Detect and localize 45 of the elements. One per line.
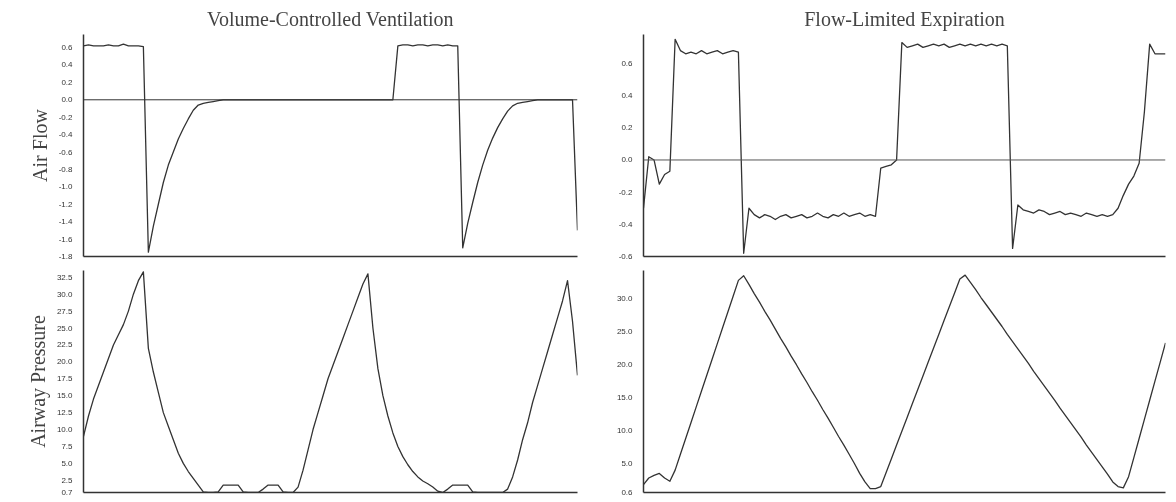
chart-title: Flow-Limited Expiration: [804, 7, 1005, 31]
y-tick-label: -0.6: [618, 252, 634, 261]
y-axis-title: Air Flow: [28, 108, 51, 182]
y-tick-label: -1.6: [58, 234, 74, 244]
y-tick-label: 12.5: [56, 408, 74, 418]
y-tick-label: -1.4: [58, 217, 74, 227]
y-tick-label: 0.0: [61, 95, 74, 105]
y-tick-label: -0.8: [58, 164, 74, 174]
y-tick-label: 20.0: [616, 360, 634, 370]
y-tick-label: -1.2: [58, 199, 74, 209]
y-tick-label: -0.2: [58, 112, 74, 122]
y-tick-label: -0.4: [618, 219, 634, 229]
y-tick-label: 10.0: [616, 426, 634, 436]
y-tick-label: 0.4: [61, 60, 74, 70]
y-tick-label: 10.0: [56, 425, 74, 435]
y-tick-label: 0.0: [621, 155, 634, 165]
y-tick-label: 17.5: [56, 374, 74, 384]
y-tick-label: 5.0: [621, 459, 634, 469]
y-tick-label: 0.6: [621, 488, 634, 497]
y-tick-label: 5.0: [61, 458, 74, 468]
y-tick-label: -1.0: [58, 182, 74, 192]
chart-title: Volume-Controlled Ventilation: [207, 7, 454, 30]
y-tick-label: 2.5: [61, 475, 74, 485]
y-tick-label: 0.7: [61, 488, 74, 497]
y-tick-label: 0.6: [621, 58, 634, 68]
y-tick-label: -0.6: [58, 147, 74, 157]
y-tick-label: 15.0: [616, 393, 634, 403]
y-tick-label: 30.0: [616, 294, 634, 304]
y-tick-label: 32.5: [56, 272, 74, 282]
y-tick-label: -1.8: [58, 252, 74, 261]
y-tick-label: 25.0: [616, 327, 634, 337]
y-tick-label: 27.5: [56, 306, 74, 316]
y-tick-label: 0.6: [61, 43, 74, 53]
y-tick-label: 20.0: [56, 357, 74, 367]
y-tick-label: 15.0: [56, 391, 74, 401]
y-tick-label: 0.2: [621, 123, 634, 133]
y-tick-label: -0.2: [618, 187, 634, 197]
y-tick-label: 22.5: [56, 340, 74, 350]
y-tick-label: -0.4: [58, 130, 74, 140]
y-tick-label: 0.4: [621, 91, 634, 101]
y-tick-label: 0.2: [61, 77, 74, 87]
y-tick-label: 30.0: [56, 289, 74, 299]
y-tick-label: 7.5: [61, 441, 74, 451]
y-axis-title: Airway Pressure: [26, 315, 50, 448]
y-tick-label: 25.0: [56, 323, 74, 333]
